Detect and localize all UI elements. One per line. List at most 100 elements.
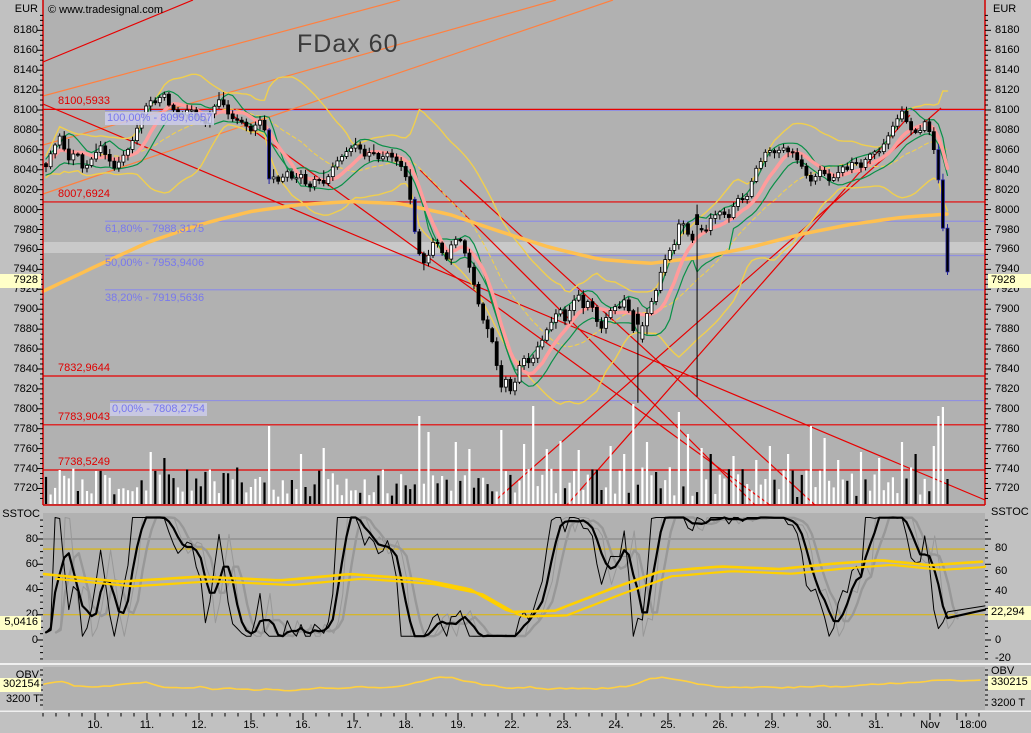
- sstoc-tick-label-left: 0: [31, 634, 38, 646]
- price-tick-label-left: 7940: [13, 263, 38, 275]
- price-tick-label-right: 7720: [995, 482, 1020, 494]
- date-label: 18:00: [959, 719, 987, 731]
- date-label: 17.: [346, 719, 362, 731]
- sstoc-tick-label-left: 40: [25, 583, 38, 595]
- current-price-left: 7928: [0, 274, 41, 288]
- price-tick-label-right: 8020: [995, 184, 1020, 196]
- bollinger-lower: [45, 124, 949, 405]
- price-tick-label-right: 7800: [995, 403, 1020, 415]
- price-tick-label-left: 7840: [13, 363, 38, 375]
- obv-line: [43, 676, 981, 692]
- date-label: 25.: [660, 719, 676, 731]
- price-tick-label-right: 7900: [995, 303, 1020, 315]
- date-label: 22.: [504, 719, 520, 731]
- gold-slow-ma: [41, 200, 949, 294]
- date-label: 23.: [556, 719, 572, 731]
- price-tick-label-left: 8120: [13, 84, 38, 96]
- price-tick-label-right: 8120: [995, 84, 1020, 96]
- price-tick-label-left: 8040: [13, 164, 38, 176]
- trend-line: [42, 103, 986, 501]
- sstoc-tick-label-right: 80: [995, 542, 1008, 554]
- price-unit-left: EUR: [14, 3, 38, 15]
- sstoc-panel-bg: [43, 513, 985, 660]
- obv-current-right: 330215: [988, 676, 1031, 690]
- price-unit-right: EUR: [993, 3, 1017, 15]
- price-tick-label-left: 8060: [13, 144, 38, 156]
- price-level-label: 8100,5933: [58, 95, 110, 107]
- price-tick-label-right: 8160: [995, 44, 1020, 56]
- price-tick-label-left: 7720: [13, 482, 38, 494]
- fib-level-label: 50,00% - 7953,9406: [105, 257, 205, 269]
- date-label: 24.: [608, 719, 624, 731]
- price-tick-label-left: 7740: [13, 463, 38, 475]
- fib-level-label: 61,80% - 7988,3175: [105, 223, 205, 235]
- obv-unit-left: 3200 T: [5, 693, 40, 705]
- price-tick-label-right: 8040: [995, 164, 1020, 176]
- date-label: 18.: [398, 719, 414, 731]
- obv-current-left: 302154: [0, 678, 41, 692]
- sstoc-tick-label-right: -20: [995, 652, 1011, 664]
- sstoc-title-right: SSTOC: [991, 506, 1029, 518]
- copyright-text: © www.tradesignal.com: [48, 4, 164, 16]
- date-label: 30.: [816, 719, 832, 731]
- price-tick-label-right: 7860: [995, 343, 1020, 355]
- obv-title-right: OBV: [991, 665, 1015, 677]
- price-tick-label-right: 7780: [995, 423, 1020, 435]
- price-level-label: 7832,9644: [58, 362, 110, 374]
- price-tick-label-left: 7780: [13, 423, 38, 435]
- obv-unit-right: 3200 T: [991, 697, 1026, 709]
- date-label: 31.: [868, 719, 884, 731]
- chart-title: FDax 60: [297, 30, 399, 58]
- bollinger-upper: [45, 73, 949, 293]
- trend-line: [42, 0, 614, 195]
- price-tick-label-right: 7840: [995, 363, 1020, 375]
- price-tick-label-right: 7740: [995, 463, 1020, 475]
- bollinger-mid: [45, 108, 949, 348]
- date-label: Nov: [920, 719, 940, 731]
- price-tick-label-right: 7940: [995, 263, 1020, 275]
- trend-line: [566, 114, 911, 506]
- sstoc-black-fast: [45, 517, 986, 637]
- price-tick-label-right: 8140: [995, 64, 1020, 76]
- price-tick-label-left: 7960: [13, 243, 38, 255]
- price-highlight-band: [43, 242, 985, 253]
- price-tick-label-left: 7800: [13, 403, 38, 415]
- price-tick-label-left: 8180: [13, 24, 38, 36]
- sstoc-current-left: 5,0416: [0, 616, 41, 630]
- price-tick-label-left: 7820: [13, 383, 38, 395]
- trend-line: [42, 0, 194, 63]
- date-label: 16.: [295, 719, 311, 731]
- price-tick-label-left: 8080: [13, 124, 38, 136]
- price-tick-label-left: 7980: [13, 224, 38, 236]
- volume-bars: [44, 404, 949, 504]
- price-level-label: 7738,5249: [58, 456, 110, 468]
- price-tick-label-left: 8000: [13, 204, 38, 216]
- sstoc-tick-label-left: 60: [25, 558, 38, 570]
- axis-ticks: [37, 14, 991, 720]
- price-level-label: 8007,6924: [58, 188, 110, 200]
- price-tick-label-left: 8100: [13, 104, 38, 116]
- date-label: 26.: [712, 719, 728, 731]
- price-tick-label-right: 8080: [995, 124, 1020, 136]
- price-level-label: 7783,9043: [58, 411, 110, 423]
- sstoc-current-right: 22,294: [988, 606, 1031, 620]
- date-label: 15.: [243, 719, 259, 731]
- price-tick-label-right: 7820: [995, 383, 1020, 395]
- trend-line: [419, 169, 756, 506]
- sstoc-tick-label-right: 60: [995, 565, 1008, 577]
- price-tick-label-right: 8180: [995, 24, 1020, 36]
- date-label: 10.: [87, 719, 103, 731]
- price-tick-label-right: 7880: [995, 323, 1020, 335]
- separator-line-1: [0, 663, 1031, 665]
- price-tick-label-left: 7880: [13, 323, 38, 335]
- sstoc-tick-label-right: 0: [995, 634, 1002, 646]
- date-label: 19.: [450, 719, 466, 731]
- sstoc-yellow-slow-2: [54, 564, 987, 618]
- fib-level-label: 0,00% - 7808,2754: [110, 403, 207, 416]
- sstoc-title-left: SSTOC: [2, 508, 40, 520]
- price-tick-label-right: 8000: [995, 204, 1020, 216]
- sstoc-tick-label-right: 40: [995, 585, 1008, 597]
- date-label: 11.: [139, 719, 155, 731]
